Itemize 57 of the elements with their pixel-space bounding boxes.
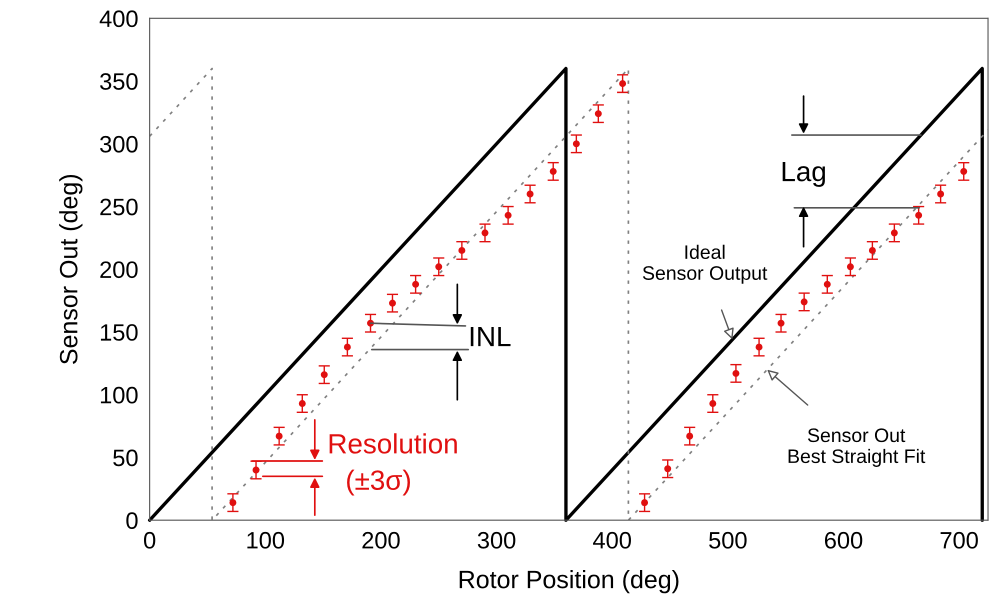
y-tick-label: 200 xyxy=(100,261,138,278)
x-tick-label: 0 xyxy=(144,532,156,549)
point xyxy=(572,140,580,148)
point xyxy=(686,432,694,440)
annotation: Resolution xyxy=(330,433,457,454)
point xyxy=(846,263,854,270)
point xyxy=(732,370,740,377)
y-axis-title: Sensor Out (deg) xyxy=(59,174,82,364)
point xyxy=(868,246,876,254)
x-tick-label: 500 xyxy=(709,532,747,549)
point xyxy=(298,400,306,407)
x-axis-title: Rotor Position (deg) xyxy=(460,570,678,594)
x-tick-label: 600 xyxy=(824,532,862,549)
x-tick-label: 400 xyxy=(593,532,631,549)
x-tick-label: 100 xyxy=(247,532,284,549)
point xyxy=(526,190,534,198)
point xyxy=(778,320,785,327)
point xyxy=(435,263,442,270)
annotation: Sensor Out Best Straight Fit xyxy=(788,428,926,467)
point xyxy=(800,298,808,306)
point xyxy=(664,465,672,472)
point xyxy=(276,432,283,440)
point xyxy=(641,499,648,506)
point xyxy=(504,212,512,219)
point xyxy=(937,190,944,198)
annotation: Lag xyxy=(782,162,825,187)
point xyxy=(344,344,351,351)
point xyxy=(229,499,236,506)
point xyxy=(389,300,396,307)
point xyxy=(619,80,626,88)
y-tick-label: 150 xyxy=(100,324,138,341)
point xyxy=(482,229,488,236)
y-tick-label: 0 xyxy=(126,512,138,529)
point xyxy=(890,229,898,236)
y-tick-label: 50 xyxy=(113,450,138,466)
annotation: Ideal Sensor Output xyxy=(642,244,768,284)
point xyxy=(412,280,420,288)
y-tick-label: 250 xyxy=(100,198,138,216)
x-tick-label: 300 xyxy=(478,532,516,549)
point xyxy=(915,212,922,219)
point xyxy=(756,344,763,351)
annotation: INL xyxy=(470,327,511,346)
point xyxy=(252,466,260,474)
point xyxy=(824,280,831,288)
y-tick-label: 350 xyxy=(100,73,138,90)
x-tick-label: 200 xyxy=(362,532,400,549)
point xyxy=(320,371,328,378)
point xyxy=(458,246,466,254)
y-tick-label: 300 xyxy=(100,136,138,153)
point xyxy=(594,110,602,118)
point xyxy=(709,400,716,407)
annotation: (±3σ) xyxy=(347,470,410,496)
y-tick-label: 100 xyxy=(100,386,138,404)
point xyxy=(550,168,557,175)
y-tick-label: 400 xyxy=(100,10,138,28)
point xyxy=(960,168,968,175)
x-tick-label: 700 xyxy=(940,532,978,549)
